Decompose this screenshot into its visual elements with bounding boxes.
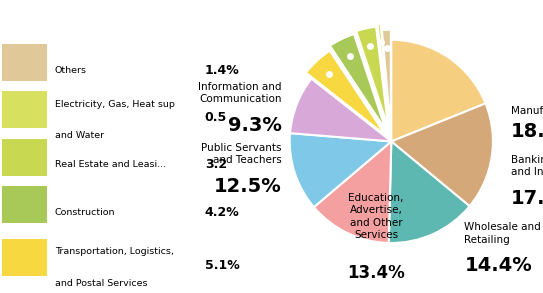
Wedge shape xyxy=(356,27,388,127)
Bar xyxy=(3,239,47,276)
Text: Banking, Securities,
and Insurance: Banking, Securities, and Insurance xyxy=(511,155,543,178)
Wedge shape xyxy=(382,30,391,131)
Text: Construction: Construction xyxy=(55,208,116,217)
Text: 17.1%: 17.1% xyxy=(511,189,543,208)
Text: Public Servants
and Teachers: Public Servants and Teachers xyxy=(201,143,282,165)
Text: 13.4%: 13.4% xyxy=(347,264,405,282)
Text: Electricity, Gas, Heat sup: Electricity, Gas, Heat sup xyxy=(55,100,175,109)
Bar xyxy=(3,44,47,81)
Wedge shape xyxy=(389,142,470,243)
Text: 18.9%: 18.9% xyxy=(511,122,543,141)
Wedge shape xyxy=(306,51,386,135)
Text: 4.2%: 4.2% xyxy=(205,206,239,219)
Text: 14.4%: 14.4% xyxy=(464,256,532,275)
Wedge shape xyxy=(392,40,485,142)
Text: 1.4%: 1.4% xyxy=(205,64,239,76)
Text: 9.3%: 9.3% xyxy=(228,116,282,135)
Text: and Water: and Water xyxy=(55,132,104,140)
Text: Real Estate and Leasi...: Real Estate and Leasi... xyxy=(55,161,166,169)
Bar xyxy=(3,139,47,176)
Wedge shape xyxy=(377,24,390,125)
Wedge shape xyxy=(392,103,493,206)
Text: Wholesale and
Retailing: Wholesale and Retailing xyxy=(464,222,541,245)
Wedge shape xyxy=(290,133,392,207)
Text: and Postal Services: and Postal Services xyxy=(55,279,148,288)
Text: Manufacturing: Manufacturing xyxy=(511,106,543,116)
Text: 5.1%: 5.1% xyxy=(205,259,239,272)
Wedge shape xyxy=(314,142,392,243)
Bar xyxy=(3,91,47,128)
Text: Information and
Communication: Information and Communication xyxy=(198,82,282,104)
Text: 0.5: 0.5 xyxy=(205,111,227,124)
Wedge shape xyxy=(290,79,392,142)
Text: Transportation, Logistics,: Transportation, Logistics, xyxy=(55,248,174,256)
Bar xyxy=(3,186,47,223)
Text: Education,
Advertise,
and Other
Services: Education, Advertise, and Other Services xyxy=(349,193,404,240)
Text: Others: Others xyxy=(55,66,87,74)
Text: 3.2: 3.2 xyxy=(205,159,227,171)
Wedge shape xyxy=(330,34,386,130)
Text: 12.5%: 12.5% xyxy=(214,177,282,196)
